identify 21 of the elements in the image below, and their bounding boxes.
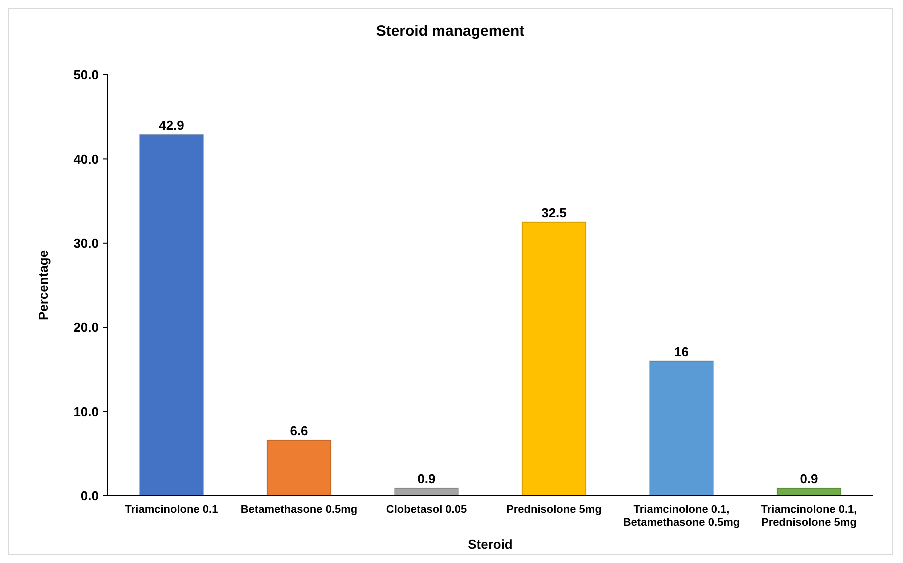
- x-tick-label: Prednisolone 5mg: [506, 504, 602, 516]
- y-axis-title: Percentage: [36, 250, 51, 321]
- chart-title: Steroid management: [376, 23, 525, 40]
- data-label: 0.9: [418, 471, 436, 486]
- y-tick-label: 0.0: [80, 488, 99, 504]
- x-axis-title: Steroid: [468, 537, 513, 552]
- x-tick-label: Triamcinolone 0.1: [125, 504, 218, 516]
- data-label: 16: [674, 344, 689, 360]
- data-label: 32.5: [542, 205, 567, 220]
- y-tick-label: 50.0: [74, 68, 99, 83]
- y-tick-label: 20.0: [74, 320, 99, 336]
- y-tick-label: 30.0: [74, 236, 99, 251]
- x-tick-label: Triamcinolone 0.1, Betamethasone 0.5mg: [623, 504, 740, 529]
- y-tick-label: 40.0: [74, 152, 99, 167]
- x-tick-label: Betamethasone 0.5mg: [240, 504, 358, 516]
- x-tick-label: Clobetasol 0.05: [386, 504, 468, 516]
- data-label: 0.9: [800, 471, 818, 486]
- data-label: 42.9: [159, 118, 184, 133]
- data-label: 6.6: [290, 423, 308, 438]
- x-tick-label: Triamcinolone 0.1, Prednisolone 5mg: [761, 504, 858, 529]
- y-tick-label: 10.0: [74, 404, 99, 420]
